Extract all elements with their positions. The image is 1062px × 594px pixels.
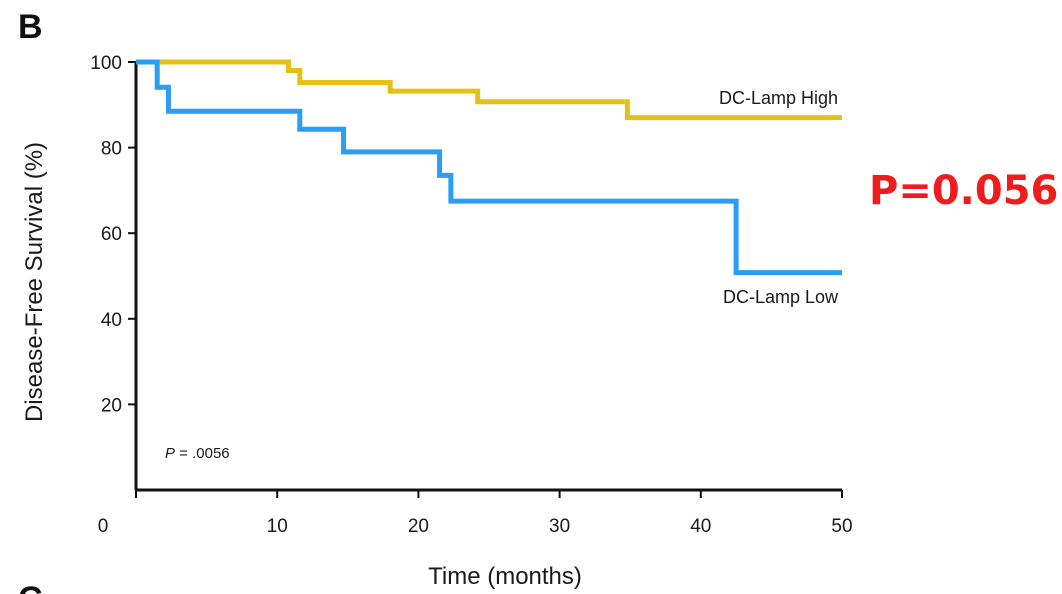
series-line-dc-lamp-low <box>136 59 842 276</box>
p-value-number: = .0056 <box>175 445 230 462</box>
y-tick-label: 100 <box>90 53 122 74</box>
y-tick-label: 40 <box>101 310 122 331</box>
x-ticks: 0 10 20 30 40 50 <box>98 490 853 537</box>
series-lines <box>136 59 842 276</box>
y-tick-label: 20 <box>101 395 122 416</box>
panel-label: B <box>18 8 43 46</box>
next-panel-label: C <box>18 580 43 594</box>
p-value-annotation: P = .0056 <box>165 445 230 462</box>
y-ticks: 20 40 60 80 100 <box>90 53 136 416</box>
x-tick-label: 30 <box>549 516 570 537</box>
series-label-dc-lamp-low: DC-Lamp Low <box>723 287 839 307</box>
x-tick-label: 50 <box>831 516 852 537</box>
y-tick-label: 80 <box>101 139 122 160</box>
x-tick-label: 20 <box>408 516 429 537</box>
chart-axes: 20 40 60 80 100 0 10 20 30 40 50 <box>90 53 852 537</box>
series-label-dc-lamp-high: DC-Lamp High <box>719 88 838 108</box>
x-tick-label: 10 <box>267 516 288 537</box>
series-line-dc-lamp-high <box>136 59 842 121</box>
overlay-p-value: P=0.056 <box>869 168 1058 214</box>
y-tick-label: 60 <box>101 224 122 245</box>
x-tick-label: 40 <box>690 516 711 537</box>
x-tick-label: 0 <box>98 516 109 537</box>
x-axis-title: Time (months) <box>428 563 582 590</box>
p-value-symbol: P <box>165 445 175 462</box>
y-axis-title: Disease-Free Survival (%) <box>21 142 48 422</box>
